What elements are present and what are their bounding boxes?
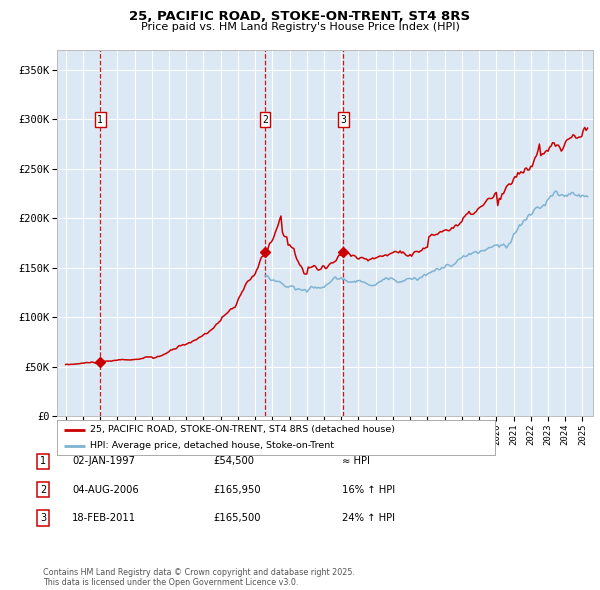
Text: HPI: Average price, detached house, Stoke-on-Trent: HPI: Average price, detached house, Stok…: [90, 441, 334, 450]
Text: 2: 2: [40, 485, 46, 494]
Text: Price paid vs. HM Land Registry's House Price Index (HPI): Price paid vs. HM Land Registry's House …: [140, 22, 460, 32]
Text: 3: 3: [40, 513, 46, 523]
Text: 25, PACIFIC ROAD, STOKE-ON-TRENT, ST4 8RS (detached house): 25, PACIFIC ROAD, STOKE-ON-TRENT, ST4 8R…: [90, 425, 395, 434]
Text: 18-FEB-2011: 18-FEB-2011: [72, 513, 136, 523]
Text: Contains HM Land Registry data © Crown copyright and database right 2025.
This d: Contains HM Land Registry data © Crown c…: [43, 568, 355, 587]
Text: 1: 1: [97, 114, 103, 124]
Text: 24% ↑ HPI: 24% ↑ HPI: [342, 513, 395, 523]
Text: £54,500: £54,500: [213, 457, 254, 466]
Text: 3: 3: [340, 114, 346, 124]
Text: 16% ↑ HPI: 16% ↑ HPI: [342, 485, 395, 494]
Text: 02-JAN-1997: 02-JAN-1997: [72, 457, 135, 466]
Text: ≈ HPI: ≈ HPI: [342, 457, 370, 466]
Text: £165,500: £165,500: [213, 513, 260, 523]
Text: 04-AUG-2006: 04-AUG-2006: [72, 485, 139, 494]
Text: 2: 2: [262, 114, 268, 124]
Text: 25, PACIFIC ROAD, STOKE-ON-TRENT, ST4 8RS: 25, PACIFIC ROAD, STOKE-ON-TRENT, ST4 8R…: [130, 10, 470, 23]
Text: £165,950: £165,950: [213, 485, 260, 494]
Text: 1: 1: [40, 457, 46, 466]
